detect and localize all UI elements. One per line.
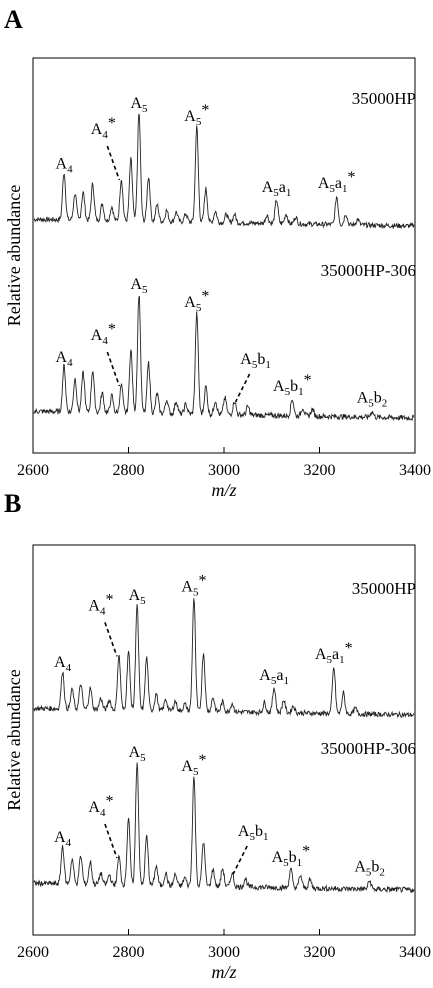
leader-line: [234, 373, 251, 403]
panel-b: B 2600 2800 3000 3200 3400 m/z Relative abundan…: [4, 489, 431, 982]
peak-label: A5: [130, 95, 148, 115]
leader-line: [104, 622, 118, 657]
x-tick-label: 2800: [113, 944, 145, 961]
sample-label: 35000HP: [352, 89, 416, 108]
peak-label: A5*: [184, 288, 209, 314]
leader-line: [104, 823, 118, 859]
peak-label: A5a1: [262, 179, 292, 199]
peak-label: A4*: [88, 793, 113, 819]
y-axis-title: Relative abundance: [4, 185, 24, 326]
y-axis-title: Relative abundance: [4, 669, 24, 810]
x-tick-label: 2600: [17, 944, 49, 961]
x-tick-label: 2800: [113, 462, 145, 479]
sample-label: 35000HP-306: [321, 739, 416, 758]
peak-label: A4: [54, 829, 72, 849]
peak-label: A5: [130, 276, 148, 296]
peak-label: A5b1*: [272, 843, 311, 869]
spectrum-trace: [33, 113, 415, 230]
spectrum-top: 35000HP A4 A4* A5 A5* A5a1 A5a1*: [33, 573, 416, 719]
peak-label: A5*: [181, 573, 206, 599]
peak-label: A5b2: [354, 859, 385, 879]
sample-label: 35000HP: [352, 579, 416, 598]
peak-label: A5b1: [240, 351, 271, 371]
peak-label: A4*: [88, 591, 113, 617]
panel-a: A 2600 2800 3000 3200 3400 m/z Relative abundan…: [4, 5, 431, 500]
peak-label: A5b1: [238, 823, 269, 843]
x-tick-label: 3200: [304, 462, 336, 479]
sample-label: 35000HP-306: [321, 261, 416, 280]
x-tick-label: 3400: [399, 462, 431, 479]
spectrum-trace: [33, 295, 415, 422]
x-axis-title: m/z: [211, 962, 236, 982]
peak-label: A4: [54, 654, 72, 674]
leader-line: [106, 145, 121, 181]
spectrum-top: 35000HP A4 A4* A5 A5* A5a1 A5a1*: [33, 89, 416, 230]
panel-letter: B: [4, 489, 21, 518]
x-tick-label: 3200: [304, 944, 336, 961]
x-tick-label: 3000: [208, 944, 240, 961]
peak-label: A4: [56, 155, 74, 175]
peak-label: A5b2: [357, 389, 388, 409]
peak-label: A5a1*: [318, 169, 356, 195]
peak-label: A5b1*: [273, 372, 312, 398]
peak-label: A5a1*: [315, 640, 353, 666]
x-tick-label: 2600: [17, 462, 49, 479]
leader-line: [106, 351, 121, 387]
spectrum-trace: [33, 762, 415, 894]
peak-label: A5a1: [259, 667, 289, 687]
x-axis-title: m/z: [211, 480, 236, 500]
peak-label: A4*: [91, 115, 116, 141]
peak-label: A4: [56, 349, 74, 369]
spectrum-trace: [33, 598, 415, 719]
peak-label: A4*: [91, 321, 116, 347]
peak-label: A5*: [181, 752, 206, 778]
peak-label: A5: [129, 587, 147, 607]
panel-letter: A: [4, 5, 23, 34]
peak-label: A5: [129, 744, 147, 764]
x-tick-label: 3000: [208, 462, 240, 479]
leader-line: [232, 845, 248, 875]
peak-label: A5*: [184, 102, 209, 128]
x-tick-label: 3400: [399, 944, 431, 961]
